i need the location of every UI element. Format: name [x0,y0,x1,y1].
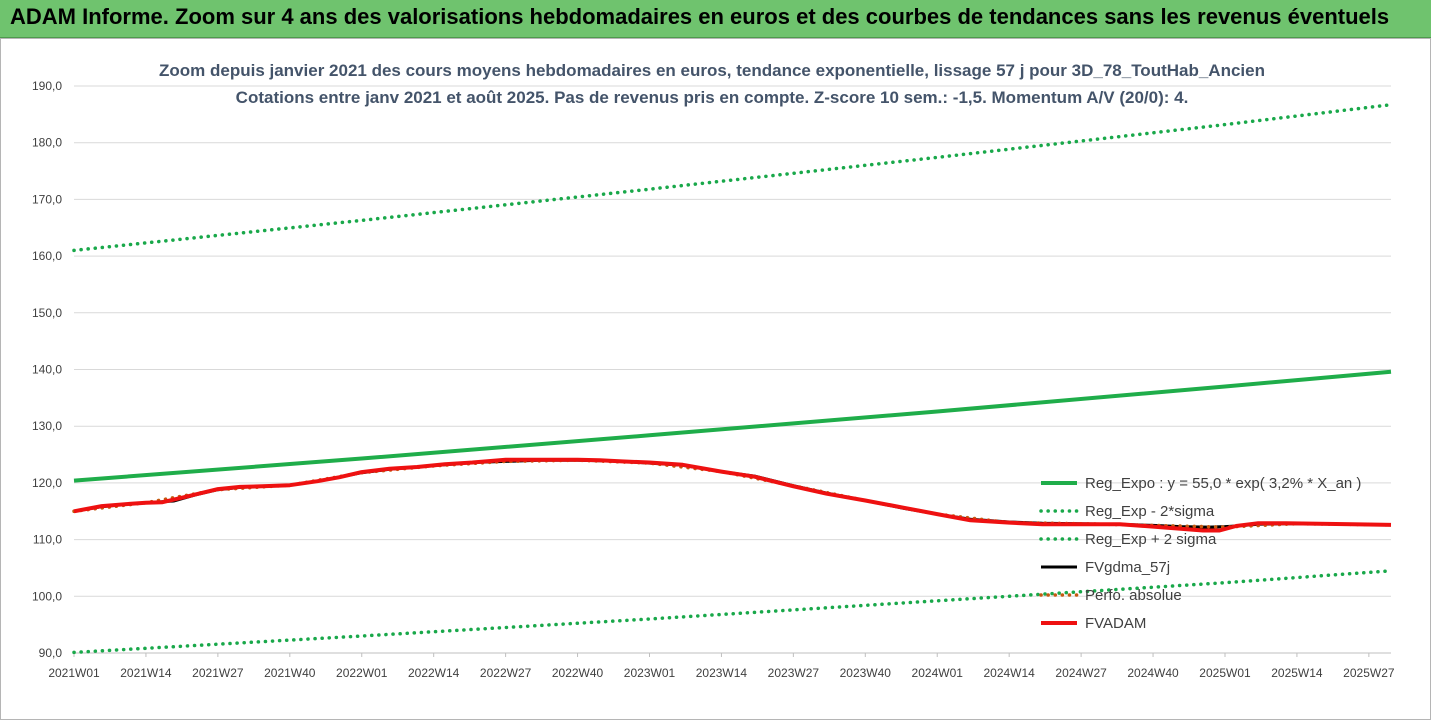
legend-label: Reg_Exp + 2 sigma [1085,531,1217,548]
plot-series [72,102,1393,655]
report-title: ADAM Informe. Zoom sur 4 ans des valoris… [10,4,1390,29]
x-tick-label: 2023W40 [840,666,892,680]
y-tick-label: 100,0 [32,589,62,603]
chart-title-line1: Zoom depuis janvier 2021 des cours moyen… [159,61,1265,80]
y-tick-label: 150,0 [32,306,62,320]
series-line-fvadam [73,457,1392,533]
x-tick-label: 2025W27 [1343,666,1395,680]
y-tick-label: 140,0 [32,363,62,377]
x-tick-label: 2025W14 [1271,666,1323,680]
x-tick-label: 2024W40 [1127,666,1179,680]
x-tick-label: 2024W01 [912,666,964,680]
x-tick-label: 2022W01 [336,666,388,680]
x-tick-label: 2022W14 [408,666,460,680]
y-tick-label: 130,0 [32,419,62,433]
y-tick-label: 180,0 [32,136,62,150]
x-tick-label: 2021W01 [48,666,100,680]
x-axis-ticks: 2021W01 2021W14 2021W27 2021W40 2022W01 2022W… [48,652,1395,680]
legend-label: Reg_Exp - 2*sigma [1085,503,1215,520]
chart-frame: Zoom depuis janvier 2021 des cours moyen… [0,38,1431,720]
x-tick-label: 2021W14 [120,666,172,680]
legend-label: Reg_Expo : y = 55,0 * exp( 3,2% * X_an ) [1085,475,1361,492]
y-tick-label: 170,0 [32,192,62,206]
x-tick-label: 2023W01 [624,666,676,680]
legend-label: FVADAM [1085,615,1146,632]
x-tick-label: 2021W27 [192,666,244,680]
y-tick-label: 120,0 [32,476,62,490]
x-tick-label: 2024W27 [1055,666,1107,680]
x-tick-label: 2021W40 [264,666,316,680]
series-line-reg-expo-y-55-0-exp-3-2-x-an [73,369,1392,483]
x-tick-label: 2023W27 [768,666,820,680]
gridlines [74,85,1391,654]
series-line-reg-exp-2-sigma [72,102,1393,253]
line-chart: Zoom depuis janvier 2021 des cours moyen… [32,61,1395,680]
x-tick-label: 2022W40 [552,666,604,680]
legend-label: FVgdma_57j [1085,559,1170,576]
y-tick-label: 160,0 [32,249,62,263]
y-tick-label: 110,0 [33,533,62,547]
x-tick-label: 2024W14 [983,666,1035,680]
chart-title-line2: Cotations entre janv 2021 et août 2025. … [236,88,1189,107]
legend-label: Perfo. absolue [1085,587,1182,604]
series-line-reg-exp-2-sigma [72,569,1393,655]
y-tick-label: 190,0 [32,79,62,93]
y-tick-label: 90,0 [39,646,63,660]
chart-legend: Reg_Expo : y = 55,0 * exp( 3,2% * X_an )… [1039,475,1361,632]
x-tick-label: 2022W27 [480,666,532,680]
report-banner: ADAM Informe. Zoom sur 4 ans des valoris… [0,0,1431,38]
y-axis-ticks: 90,0 100,0 110,0 120,0 130,0 140,0 150,0 160,0 1… [32,79,62,660]
x-tick-label: 2025W01 [1199,666,1251,680]
x-tick-label: 2023W14 [696,666,748,680]
